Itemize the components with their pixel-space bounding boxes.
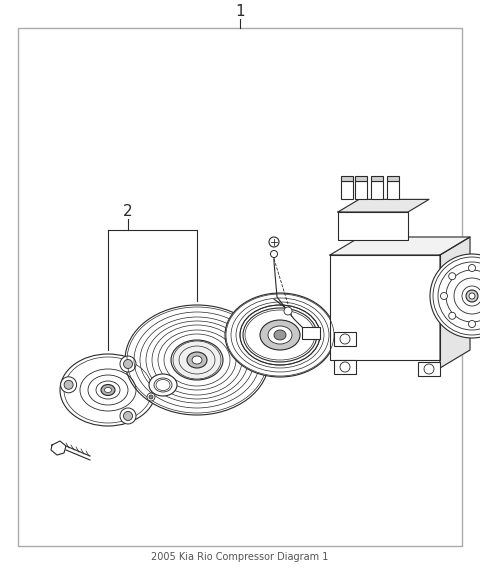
Ellipse shape	[240, 305, 320, 365]
Bar	[355, 176, 367, 181]
Polygon shape	[330, 237, 470, 255]
Bar	[334, 360, 356, 374]
Ellipse shape	[171, 340, 223, 380]
Bar	[341, 181, 353, 199]
Bar	[334, 332, 356, 346]
Circle shape	[64, 380, 73, 389]
Bar	[330, 255, 440, 360]
Ellipse shape	[101, 385, 115, 396]
Bar	[355, 181, 367, 199]
Polygon shape	[338, 200, 429, 212]
Circle shape	[468, 264, 476, 271]
Circle shape	[269, 237, 279, 247]
Ellipse shape	[268, 326, 292, 344]
Bar	[387, 176, 399, 181]
Circle shape	[466, 290, 478, 302]
Circle shape	[60, 377, 77, 393]
Text: 2005 Kia Rio Compressor Diagram 1: 2005 Kia Rio Compressor Diagram 1	[151, 552, 329, 562]
Ellipse shape	[260, 320, 300, 350]
Circle shape	[441, 292, 447, 299]
Circle shape	[123, 360, 132, 369]
Circle shape	[120, 356, 136, 372]
Bar	[338, 212, 408, 240]
Ellipse shape	[192, 356, 202, 364]
Circle shape	[469, 293, 475, 299]
Circle shape	[271, 250, 277, 258]
Ellipse shape	[125, 305, 269, 415]
Circle shape	[149, 395, 153, 399]
Bar	[418, 362, 440, 376]
Ellipse shape	[225, 293, 335, 377]
Bar	[341, 176, 353, 181]
Ellipse shape	[243, 308, 317, 362]
Ellipse shape	[60, 354, 156, 426]
Ellipse shape	[149, 374, 177, 396]
Polygon shape	[440, 237, 470, 368]
Circle shape	[449, 272, 456, 280]
Circle shape	[430, 254, 480, 338]
Bar	[371, 176, 383, 181]
Ellipse shape	[105, 388, 111, 393]
Bar	[371, 181, 383, 199]
Bar	[387, 181, 399, 199]
Bar	[302, 327, 320, 339]
Circle shape	[147, 393, 155, 401]
Circle shape	[120, 408, 136, 424]
Circle shape	[449, 312, 456, 319]
Text: 1: 1	[235, 5, 245, 19]
Ellipse shape	[274, 330, 286, 340]
Ellipse shape	[466, 251, 480, 341]
Circle shape	[123, 412, 132, 421]
Polygon shape	[51, 441, 66, 455]
Ellipse shape	[187, 352, 207, 368]
Text: 2: 2	[123, 205, 133, 219]
Circle shape	[468, 320, 476, 328]
Ellipse shape	[154, 378, 172, 392]
Circle shape	[284, 307, 292, 315]
